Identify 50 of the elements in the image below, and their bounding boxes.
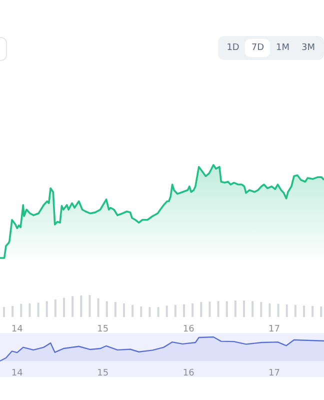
bar bbox=[157, 307, 160, 317]
bar bbox=[97, 298, 100, 317]
bar bbox=[312, 306, 314, 317]
bar bbox=[277, 304, 280, 317]
bar bbox=[243, 300, 245, 317]
bar bbox=[20, 304, 22, 317]
bar bbox=[200, 302, 202, 317]
bar bbox=[12, 306, 14, 317]
bar bbox=[260, 302, 262, 317]
text: 1M bbox=[275, 42, 290, 55]
bar bbox=[123, 303, 125, 317]
x-tick-label: 15 bbox=[97, 324, 109, 334]
x-tick-label: 14 bbox=[11, 324, 24, 334]
bar bbox=[114, 302, 116, 317]
bar bbox=[72, 296, 74, 317]
bar bbox=[174, 304, 176, 317]
bar bbox=[106, 301, 108, 317]
bar bbox=[226, 301, 228, 317]
bar bbox=[320, 306, 322, 317]
text: 3M bbox=[300, 42, 316, 55]
x-tick-label: 17 bbox=[268, 324, 280, 334]
bar bbox=[234, 300, 236, 317]
bar bbox=[252, 301, 254, 317]
bar bbox=[303, 306, 305, 317]
bar bbox=[268, 303, 271, 317]
x-tick-label: 17 bbox=[268, 368, 280, 378]
x-tick-label: 14 bbox=[11, 368, 24, 378]
bar bbox=[183, 304, 185, 317]
bar bbox=[46, 301, 48, 317]
bar bbox=[294, 304, 296, 317]
bar bbox=[286, 304, 288, 317]
bar bbox=[37, 302, 40, 317]
bar bbox=[148, 307, 151, 317]
bar bbox=[63, 298, 65, 317]
x-tick-label: 16 bbox=[182, 368, 195, 378]
bar bbox=[140, 306, 142, 317]
bar bbox=[54, 299, 56, 317]
text: 1D bbox=[226, 42, 240, 55]
bar bbox=[80, 295, 82, 317]
bar bbox=[132, 304, 134, 317]
bar bbox=[192, 303, 194, 317]
bar bbox=[208, 302, 211, 317]
bar bbox=[166, 306, 168, 317]
x-tick-label: 16 bbox=[182, 324, 195, 334]
text: 7D bbox=[245, 39, 270, 57]
bar bbox=[3, 307, 5, 317]
x-tick-label: 15 bbox=[97, 368, 109, 378]
bar bbox=[217, 301, 220, 317]
bar bbox=[28, 303, 31, 317]
bar bbox=[88, 295, 91, 317]
